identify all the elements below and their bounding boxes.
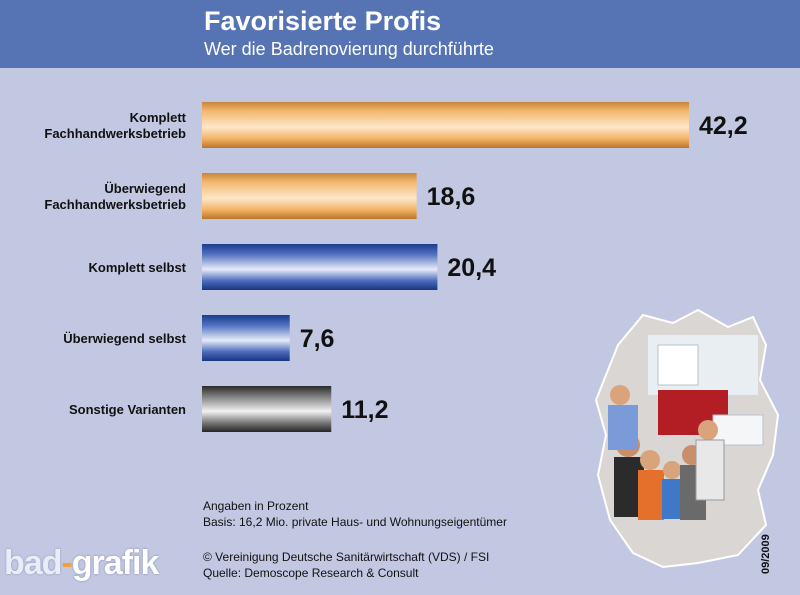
value-label-2: 18,6 <box>427 183 476 211</box>
value-label-5: 11,2 <box>341 396 388 424</box>
bar-3 <box>202 244 438 290</box>
value-label-3: 20,4 <box>447 254 496 282</box>
page-subtitle: Wer die Badrenovierung durchführte <box>204 39 494 59</box>
category-label-3: Komplett selbst <box>88 260 186 275</box>
bar-chart: 42,2 Komplett Fachhandwerksbetrieb 18,6 Über… <box>44 102 748 432</box>
value-label-1: 42,2 <box>699 112 748 140</box>
bar-5 <box>202 386 332 432</box>
value-label-4: 7,6 <box>300 325 335 353</box>
bad-grafik-logo: bad-grafik <box>4 544 159 582</box>
category-label-4: Überwiegend selbst <box>63 331 186 346</box>
note-units: Angaben in Prozent <box>203 499 309 513</box>
photo-germany-map-family <box>594 308 780 569</box>
category-label-2: Überwiegend Fachhandwerksbetrieb <box>44 181 186 212</box>
note-basis: Basis: 16,2 Mio. private Haus- und Wohnu… <box>203 515 507 529</box>
bar-1 <box>202 102 689 148</box>
category-label-1: Komplett Fachhandwerksbetrieb <box>44 110 186 141</box>
note-copyright: © Vereinigung Deutsche Sanitärwirtschaft… <box>203 550 490 564</box>
note-source: Quelle: Demoscope Research & Consult <box>203 566 419 580</box>
page-title: Favorisierte Profis <box>204 6 442 36</box>
bar-2 <box>202 173 417 219</box>
header-banner: Favorisierte Profis Wer die Badrenovieru… <box>0 0 800 68</box>
category-label-5: Sonstige Varianten <box>69 402 186 417</box>
bar-4 <box>202 315 290 361</box>
